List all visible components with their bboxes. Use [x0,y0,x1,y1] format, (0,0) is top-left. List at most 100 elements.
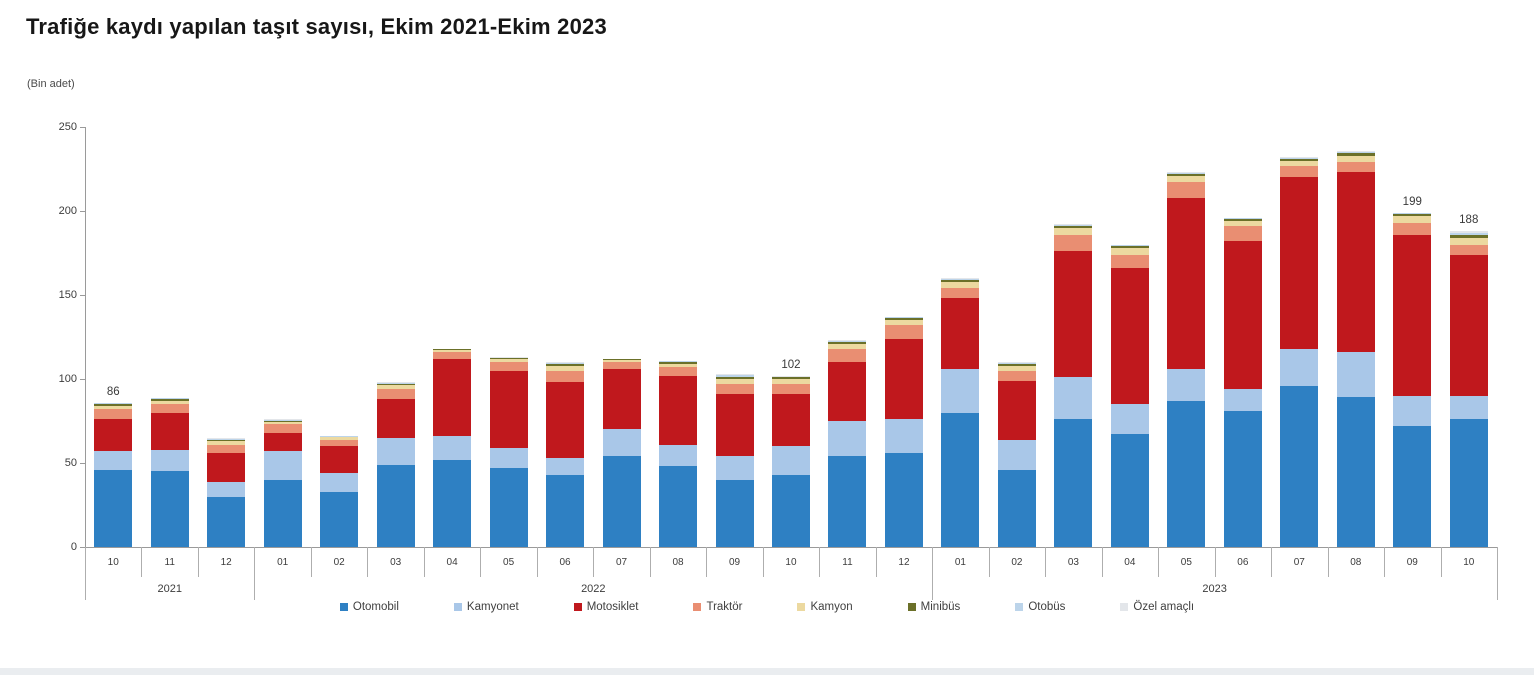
bar-segment--zel-ama-l- [546,362,585,364]
bar-segment-trakt-r [150,404,189,413]
month-separator-line [819,547,821,577]
legend-label: Motosiklet [586,601,639,613]
bar-segment-otob-s [207,438,246,440]
bar-slot [1271,157,1327,547]
bar-segment-trakt-r [715,384,754,395]
bar-segment-motosiklet [828,362,867,422]
bar-segment--zel-ama-l- [207,437,246,439]
x-axis-year-label: 2023 [1202,582,1227,595]
bar-segment-minib-s [997,363,1036,366]
x-axis-year-label: 2021 [157,582,182,595]
y-axis-tick-label: 50 [64,457,77,469]
stacked-bar [1167,172,1206,547]
bar-segment-otob-s [263,419,302,421]
bar-segment-otomobil [659,466,698,547]
bar-segment-otob-s [1054,224,1093,226]
bar-segment-kamyon [263,421,302,425]
bar-slot [819,340,875,547]
bar-segment-kamyon [150,400,189,405]
x-axis-month-label: 11 [842,556,853,568]
bar-segment-motosiklet [376,399,415,438]
bar-segment-motosiklet [602,368,641,430]
bar-segment-otomobil [546,474,585,547]
bar-segment-trakt-r [659,367,698,376]
bar-segment-kamyon [546,365,585,371]
stacked-bar [1223,217,1262,547]
x-axis-month-label: 10 [1463,556,1475,568]
bar-segment-otomobil [1280,385,1319,547]
month-separator-line [762,547,764,577]
bar-slot [1215,217,1271,547]
bottom-divider [0,668,1534,675]
stacked-bar [1393,212,1432,547]
bar-segment-motosiklet [1393,234,1432,396]
bar-segment-otomobil [997,469,1036,547]
bar-segment-otomobil [1449,419,1488,547]
stacked-bar [1054,224,1093,547]
bar-segment--zel-ama-l- [997,362,1036,363]
bar-segment-motosiklet [489,370,528,448]
x-axis-month-label: 05 [1180,556,1192,568]
bar-segment-minib-s [602,359,641,361]
bar-segment-otomobil [602,456,641,547]
bar-segment-kamyon [715,379,754,385]
month-separator-line [1214,547,1216,577]
legend-item-otob-s: Otobüs [1015,601,1065,613]
bar-segment-kamyonet [207,481,246,497]
month-separator-line [1045,547,1047,577]
bar-segment-trakt-r [1223,226,1262,242]
bar-segment-otob-s [1110,245,1149,246]
bar-slot [254,419,310,547]
bar-segment-motosiklet [1280,177,1319,349]
stacked-bar [771,375,810,547]
month-separator-line [1271,547,1273,577]
bar-slot [141,397,197,547]
bar-segment--zel-ama-l- [1167,172,1206,173]
bar-segment-motosiklet [1110,268,1149,405]
legend-item-kamyonet: Kamyonet [453,601,519,613]
bar-slot [876,316,932,547]
bar-slot [198,437,254,547]
legend-label: Otobüs [1028,601,1066,613]
month-separator-line [1158,547,1160,577]
legend-label: Minibüs [920,601,961,613]
bar-segment-kamyonet [884,419,923,453]
legend-item-motosiklet: Motosiklet [573,601,639,613]
bar-segment-trakt-r [376,389,415,400]
bar-segment-minib-s [771,377,810,380]
stacked-bar [546,362,585,547]
bar-segment-minib-s [150,399,189,401]
x-axis-month-label: 07 [1293,556,1305,568]
bar-segment-otomobil [376,464,415,547]
y-axis-tick-mark [80,211,85,212]
x-axis-month-label: 03 [1067,556,1079,568]
month-separator-line [367,547,369,577]
bar-segment-motosiklet [1167,197,1206,369]
month-separator-line [197,547,199,577]
bar-segment-motosiklet [884,338,923,420]
bar-slot [1102,244,1158,547]
bar-segment-otomobil [1167,400,1206,547]
bar-segment-kamyon [1393,216,1432,223]
bar-slot [1328,150,1384,547]
stacked-bar [884,316,923,547]
stacked-bar [376,382,415,547]
bar-segment-otomobil [941,412,980,547]
legend-label: Traktör [706,601,743,613]
bar-segment-otomobil [207,496,246,547]
legend-item-trakt-r: Traktör [693,601,742,613]
bar-slot [1158,172,1214,547]
bar-segment-motosiklet [207,452,246,482]
bar-segment-minib-s [1223,219,1262,222]
bar-segment-trakt-r [433,352,472,359]
chart-title: Trafiğe kaydı yapılan taşıt sayısı, Ekim… [26,14,607,39]
bar-slot [650,360,706,547]
bar-segment--zel-ama-l- [1393,212,1432,214]
y-axis-tick-label: 150 [58,289,77,301]
bar-segment-motosiklet [941,298,980,369]
bar-segment-otob-s [884,317,923,319]
bar-segment--zel-ama-l- [1449,231,1488,233]
stacked-bar [602,358,641,547]
legend-item-minib-s: Minibüs [907,601,961,613]
